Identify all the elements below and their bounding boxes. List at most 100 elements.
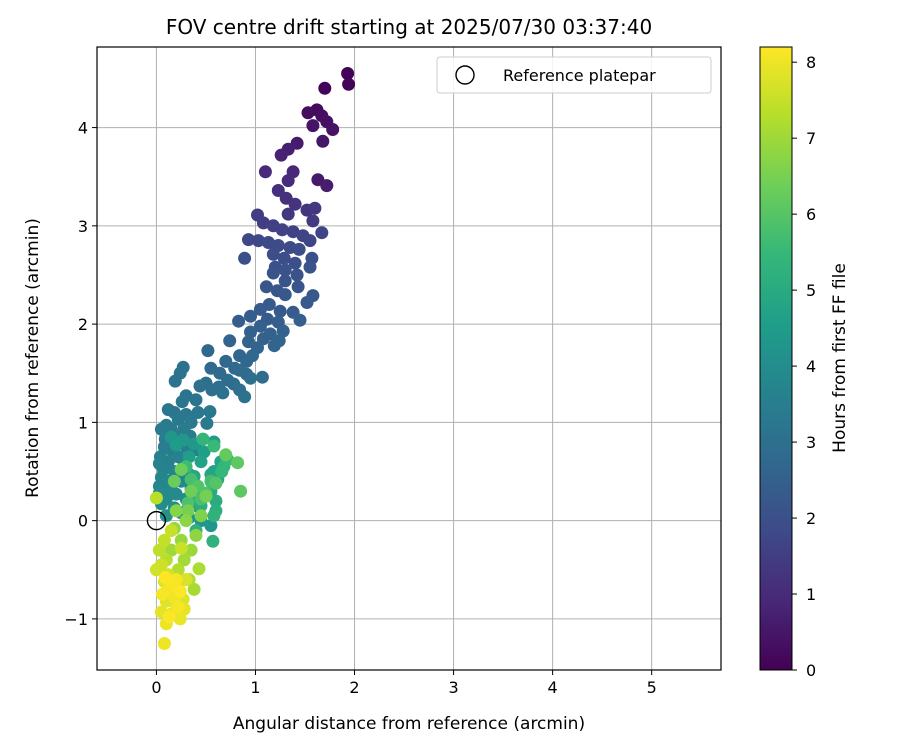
data-point	[193, 379, 207, 393]
y-tick-label: 3	[78, 217, 88, 236]
colorbar-tick-label: 8	[806, 53, 816, 72]
data-point	[187, 582, 201, 596]
data-point	[167, 474, 181, 488]
colorbar-ticks: 0 1 2 3 4 5 6 7 8	[792, 53, 816, 680]
data-point	[320, 179, 334, 193]
data-point	[182, 450, 196, 464]
colorbar-tick-label: 2	[806, 509, 816, 528]
data-point	[291, 280, 305, 294]
data-point	[215, 465, 229, 478]
x-tick-label: 2	[349, 678, 359, 697]
data-point	[194, 509, 208, 523]
data-point	[157, 637, 171, 650]
data-point	[266, 247, 280, 261]
data-point	[301, 106, 315, 120]
data-point	[219, 448, 233, 462]
data-point	[234, 484, 248, 498]
data-point	[232, 314, 246, 328]
colorbar-label: Hours from first FF file	[830, 263, 850, 453]
legend-box	[436, 56, 712, 94]
data-point	[173, 612, 187, 626]
y-tick-label: 1	[78, 413, 88, 432]
data-points	[149, 67, 356, 650]
data-point	[242, 233, 255, 247]
data-point	[149, 491, 163, 505]
data-point	[204, 361, 218, 375]
y-tick-label: −1	[64, 610, 88, 629]
data-point	[169, 487, 183, 501]
data-point	[281, 174, 295, 188]
data-point	[276, 324, 290, 338]
data-point	[209, 476, 223, 490]
data-point	[171, 563, 185, 577]
data-point	[189, 528, 203, 542]
data-point	[259, 280, 273, 294]
data-point	[278, 274, 292, 288]
data-point	[223, 334, 237, 348]
data-point	[293, 313, 307, 327]
data-point	[308, 201, 322, 215]
data-point	[251, 234, 265, 248]
data-point	[253, 319, 267, 333]
data-point	[203, 405, 217, 419]
data-point	[152, 543, 166, 557]
x-tick-label: 3	[448, 678, 458, 697]
data-point	[155, 587, 169, 601]
data-point	[197, 445, 211, 459]
data-point	[206, 534, 220, 548]
data-point	[158, 571, 172, 585]
data-point	[231, 456, 245, 470]
data-point	[277, 251, 291, 265]
x-tick-label: 1	[250, 678, 260, 697]
legend-reference-marker	[455, 65, 475, 85]
data-point	[207, 439, 221, 453]
colorbar-tick-label: 5	[806, 281, 816, 300]
data-point	[200, 416, 214, 430]
data-point	[179, 514, 193, 528]
data-point	[303, 234, 317, 248]
data-point	[238, 251, 252, 265]
data-point	[194, 455, 208, 469]
data-point	[181, 504, 195, 518]
chart-title: FOV centre drift starting at 2025/07/30 …	[166, 15, 652, 39]
data-point	[306, 214, 320, 228]
data-point	[275, 223, 289, 237]
grid-lines	[97, 47, 721, 670]
data-point	[199, 489, 213, 503]
colorbar-gradient	[759, 46, 793, 671]
data-point	[191, 406, 205, 419]
data-point	[173, 584, 187, 598]
data-point	[204, 519, 218, 533]
data-point	[273, 304, 287, 318]
data-point	[255, 370, 269, 384]
data-point	[256, 216, 270, 230]
data-point	[169, 504, 183, 518]
data-point	[184, 484, 198, 498]
data-point	[303, 260, 317, 274]
data-point	[174, 463, 188, 476]
colorbar-tick-label: 6	[806, 205, 816, 224]
data-point	[216, 386, 230, 400]
data-point	[179, 573, 193, 587]
data-point	[271, 184, 285, 197]
data-point	[253, 302, 267, 316]
data-point	[258, 165, 272, 179]
data-point	[278, 288, 292, 302]
data-point	[286, 225, 300, 239]
data-point	[201, 344, 215, 358]
data-point	[288, 256, 302, 270]
data-point	[209, 494, 223, 508]
y-tick-label: 2	[78, 315, 88, 334]
data-point	[300, 296, 314, 309]
data-point	[306, 119, 320, 133]
data-point	[266, 266, 280, 280]
data-point	[154, 422, 168, 436]
data-point	[171, 600, 185, 614]
data-point	[159, 509, 173, 523]
data-point	[192, 562, 206, 576]
data-point	[272, 334, 286, 348]
colorbar-tick-label: 1	[806, 585, 816, 604]
data-point	[164, 543, 178, 557]
data-point	[261, 236, 275, 249]
